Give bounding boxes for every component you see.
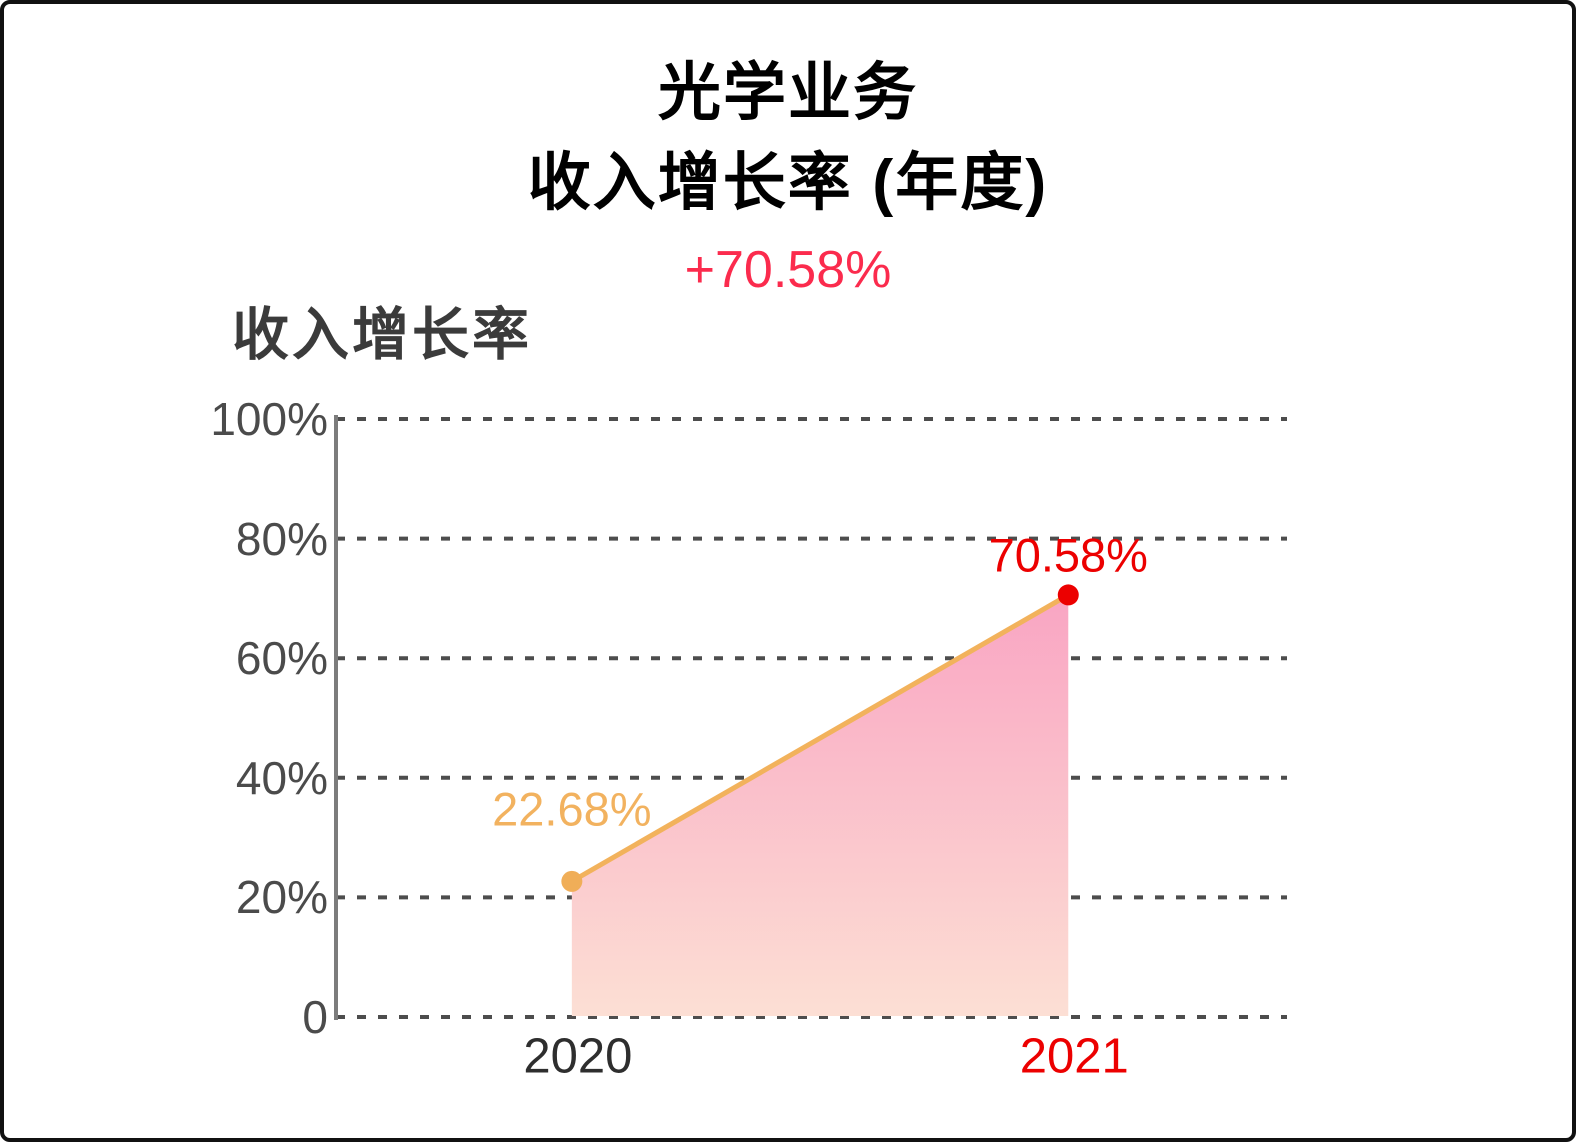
value-label-2021: 70.58% (988, 528, 1148, 582)
chart-title-line2: 收入增长率 (年度) (527, 148, 1049, 218)
value-label-2020: 22.68% (492, 782, 652, 836)
data-points (561, 584, 1079, 892)
area-fill (571, 594, 1069, 1016)
y-tick-label: 100% (210, 393, 328, 445)
y-tick-label: 60% (235, 632, 328, 685)
y-tick-label: 0 (302, 991, 328, 1043)
data-point-2020 (561, 870, 583, 892)
trend-line (570, 592, 1070, 884)
y-tick-label: 80% (235, 512, 328, 565)
x-tick-label-2020: 2020 (523, 1029, 633, 1084)
x-tick-label-2021: 2021 (1019, 1029, 1129, 1084)
data-point-2021 (1057, 584, 1079, 606)
chart-title-line1: 光学业务 (658, 58, 918, 128)
y-tick-label: 40% (235, 751, 328, 804)
series-label: 收入增长率 (232, 303, 532, 367)
y-tick-label: 20% (235, 871, 328, 924)
area-chart-plot (334, 415, 1287, 1020)
headline-change-value: +70.58% (684, 241, 892, 299)
